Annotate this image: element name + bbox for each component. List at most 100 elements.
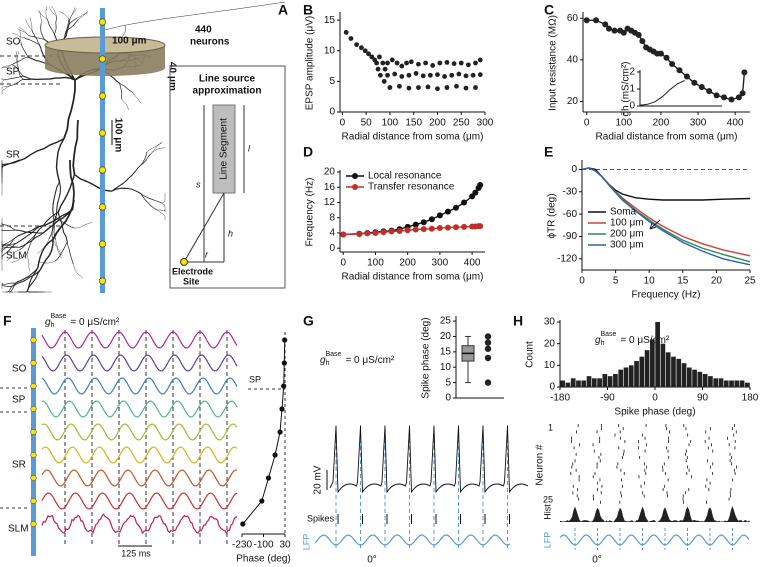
point — [399, 63, 405, 69]
y-tick-label: 8 — [329, 212, 335, 223]
site-dot — [99, 55, 107, 63]
layer-label: SP — [12, 395, 26, 406]
lfp-trace — [41, 331, 238, 349]
layer-label: SO — [12, 364, 27, 375]
marker — [639, 38, 646, 45]
voltage-trace — [314, 425, 529, 548]
dendrite — [29, 17, 33, 30]
marker — [605, 25, 612, 32]
panel-label: D — [303, 144, 313, 160]
dendrite — [16, 63, 24, 80]
marker — [281, 383, 287, 389]
dendrite — [7, 78, 24, 87]
marker — [281, 360, 287, 366]
dendrite — [52, 181, 60, 215]
dendrite — [16, 51, 19, 64]
neuron-morphology — [1, 1, 286, 293]
marker — [282, 337, 288, 343]
lfp-trace — [41, 354, 238, 372]
dendrite — [63, 80, 76, 139]
cylinder-height: 40 μm — [166, 62, 177, 91]
x-tick-label: 0 — [652, 393, 658, 404]
site-dot — [30, 382, 37, 390]
dendrite — [28, 35, 45, 40]
bar — [697, 371, 703, 387]
panel-label: H — [513, 313, 523, 329]
x-tick-label: 0 — [340, 258, 346, 269]
marker — [683, 73, 690, 80]
g-value: = 0 μS/cm² — [345, 355, 394, 366]
site-dot — [30, 428, 37, 436]
bar — [671, 356, 676, 387]
g-value: = 0 μS/cm² — [70, 317, 119, 328]
marker — [279, 406, 285, 412]
y-tick-label: -30 — [563, 186, 578, 197]
site-dot — [99, 129, 107, 137]
site-dot — [30, 497, 37, 505]
lfp-trace — [41, 400, 238, 418]
segment-label: Line Segment — [219, 118, 230, 180]
raster — [559, 424, 750, 550]
legend-marker — [352, 173, 358, 179]
x-tick-label: -230 — [232, 540, 252, 551]
x-axis-label: Radial distance from soma (μm) — [596, 132, 738, 143]
dendrite — [72, 119, 79, 175]
bar — [591, 378, 597, 387]
dendrite — [78, 10, 89, 20]
series-line — [581, 167, 751, 257]
voltage — [329, 425, 529, 494]
dendrite — [39, 208, 74, 228]
bar — [586, 376, 592, 387]
site-dot — [99, 240, 107, 248]
dendrite — [51, 6, 58, 18]
x-tick-label: 90 — [697, 393, 709, 404]
g-sub: h — [51, 322, 55, 329]
lfp-trace — [41, 513, 238, 535]
bar — [560, 380, 565, 387]
site-dot — [99, 92, 107, 100]
dendrite — [1, 86, 9, 95]
marker — [444, 208, 451, 215]
point — [413, 71, 419, 76]
marker — [444, 224, 451, 231]
y-tick-label: 0 — [629, 101, 635, 112]
dendrite — [15, 51, 18, 64]
dendrite — [16, 267, 39, 283]
point — [427, 72, 433, 78]
bar — [570, 378, 576, 387]
x-tick-label: 200 — [399, 258, 416, 269]
dendrite — [39, 239, 54, 271]
dendrite — [45, 6, 48, 19]
dendrite — [52, 199, 75, 240]
box-title: Line source — [199, 74, 256, 85]
y-tick-label: 15 — [324, 15, 336, 26]
dendrite — [45, 76, 76, 81]
g: g — [320, 355, 326, 366]
point — [416, 85, 421, 90]
g: g — [45, 317, 51, 328]
dendrite — [18, 269, 41, 284]
bar — [602, 374, 608, 387]
site-dot — [30, 520, 37, 528]
point — [477, 57, 483, 63]
dendrite — [66, 19, 71, 36]
marker — [663, 54, 670, 61]
marker — [388, 228, 395, 235]
lfp-trace — [41, 423, 238, 441]
gh-label: gh Base = 0 μS/cm² — [595, 331, 670, 347]
neuron-count: neurons — [190, 37, 230, 48]
dendrite — [55, 181, 62, 216]
dendrite — [65, 17, 77, 31]
dendrite — [74, 173, 112, 192]
point — [389, 57, 395, 63]
dendrite — [20, 42, 29, 58]
lfp — [314, 534, 511, 546]
point — [470, 72, 476, 78]
point — [358, 45, 364, 51]
x-tick-label: 200 — [653, 118, 670, 129]
marker — [453, 204, 459, 211]
x-axis-label: Phase (deg) — [236, 554, 290, 565]
dendrite — [53, 17, 58, 35]
dendrite — [53, 214, 75, 229]
y-tick-label: 0 — [329, 107, 335, 118]
